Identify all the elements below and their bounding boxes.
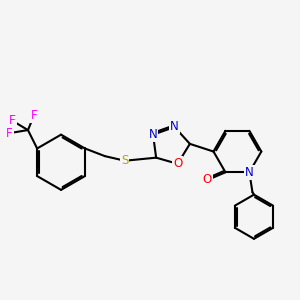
Text: N: N bbox=[170, 121, 179, 134]
Text: O: O bbox=[202, 173, 212, 186]
Text: F: F bbox=[31, 109, 38, 122]
Text: O: O bbox=[173, 157, 182, 170]
Text: N: N bbox=[245, 166, 254, 179]
Text: F: F bbox=[9, 114, 16, 128]
Text: N: N bbox=[149, 128, 158, 141]
Text: F: F bbox=[6, 127, 13, 140]
Text: S: S bbox=[121, 154, 128, 167]
